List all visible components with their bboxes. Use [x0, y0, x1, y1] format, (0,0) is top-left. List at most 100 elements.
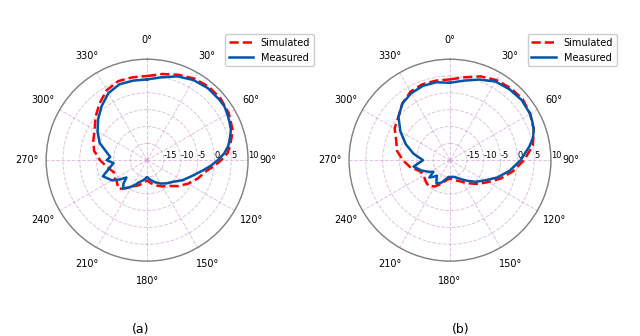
- Simulated: [224, 151, 232, 155]
- Simulated: [399, 158, 406, 162]
- Simulated: [115, 187, 122, 191]
- Simulated: [184, 182, 192, 186]
- Measured: [143, 175, 151, 179]
- Measured: [147, 178, 154, 182]
- Simulated: [128, 184, 136, 188]
- Measured: [418, 169, 426, 173]
- Measured: [463, 179, 471, 183]
- Measured: [163, 181, 170, 185]
- Simulated: [450, 178, 458, 182]
- Simulated: [203, 169, 211, 173]
- Measured: [529, 136, 537, 140]
- Measured: [104, 151, 111, 155]
- Simulated: [120, 186, 127, 191]
- Measured: [395, 115, 403, 119]
- Measured: [120, 186, 127, 191]
- Measured: [143, 77, 151, 81]
- Simulated: [91, 128, 99, 132]
- Simulated: [92, 115, 99, 119]
- Simulated: [124, 186, 132, 190]
- Measured: [223, 112, 231, 116]
- Measured: [151, 180, 159, 184]
- Simulated: [211, 164, 218, 168]
- Measured: [107, 165, 115, 169]
- Measured: [108, 178, 116, 182]
- Simulated: [497, 177, 504, 181]
- Simulated: [509, 169, 517, 173]
- Simulated: [477, 74, 484, 78]
- Measured: [173, 74, 181, 78]
- Simulated: [454, 179, 461, 183]
- Measured: [410, 165, 417, 169]
- Measured: [492, 80, 499, 84]
- Simulated: [520, 158, 528, 162]
- Simulated: [228, 135, 236, 139]
- Measured: [188, 174, 195, 178]
- Measured: [169, 180, 177, 184]
- Simulated: [399, 101, 406, 106]
- Measured: [525, 144, 533, 148]
- Measured: [207, 164, 214, 168]
- Simulated: [529, 143, 537, 148]
- Measured: [157, 181, 164, 185]
- Measured: [124, 186, 132, 190]
- Simulated: [395, 115, 403, 119]
- Measured: [530, 128, 538, 132]
- Measured: [433, 174, 441, 178]
- Simulated: [446, 77, 454, 81]
- Measured: [408, 91, 415, 95]
- Text: (b): (b): [452, 323, 470, 336]
- Measured: [397, 130, 404, 134]
- Measured: [96, 141, 104, 145]
- Measured: [120, 182, 127, 186]
- Simulated: [147, 181, 155, 185]
- Simulated: [519, 97, 527, 101]
- Measured: [426, 170, 433, 174]
- Measured: [526, 112, 534, 116]
- Simulated: [466, 181, 474, 185]
- Measured: [433, 177, 440, 181]
- Measured: [214, 158, 221, 162]
- Measured: [460, 79, 468, 83]
- Measured: [158, 75, 166, 79]
- Measured: [116, 82, 124, 86]
- Simulated: [406, 165, 414, 169]
- Measured: [132, 182, 140, 186]
- Simulated: [484, 180, 492, 184]
- Line: Simulated: Simulated: [93, 74, 232, 189]
- Simulated: [443, 178, 451, 182]
- Measured: [449, 175, 457, 179]
- Measured: [476, 78, 483, 82]
- Simulated: [139, 181, 147, 185]
- Measured: [200, 168, 207, 172]
- Measured: [225, 144, 232, 148]
- Measured: [410, 152, 417, 156]
- Measured: [506, 87, 513, 91]
- Simulated: [143, 178, 151, 182]
- Measured: [429, 170, 437, 174]
- Simulated: [422, 179, 429, 183]
- Simulated: [226, 143, 234, 148]
- Simulated: [165, 184, 173, 188]
- Measured: [109, 161, 117, 165]
- Legend: Simulated, Measured: Simulated, Measured: [225, 34, 314, 67]
- Simulated: [194, 177, 202, 181]
- Text: (a): (a): [132, 323, 150, 336]
- Simulated: [174, 73, 182, 77]
- Simulated: [225, 111, 232, 115]
- Measured: [98, 104, 106, 108]
- Simulated: [424, 184, 432, 188]
- Simulated: [114, 183, 122, 187]
- Simulated: [90, 149, 98, 153]
- Simulated: [530, 128, 538, 132]
- Simulated: [143, 74, 151, 78]
- Legend: Simulated, Measured: Simulated, Measured: [527, 34, 617, 67]
- Measured: [443, 176, 451, 180]
- Measured: [426, 175, 433, 179]
- Simulated: [174, 184, 182, 188]
- Measured: [220, 104, 228, 108]
- Simulated: [392, 138, 400, 142]
- Simulated: [391, 126, 399, 130]
- Measured: [529, 120, 536, 124]
- Measured: [481, 178, 489, 182]
